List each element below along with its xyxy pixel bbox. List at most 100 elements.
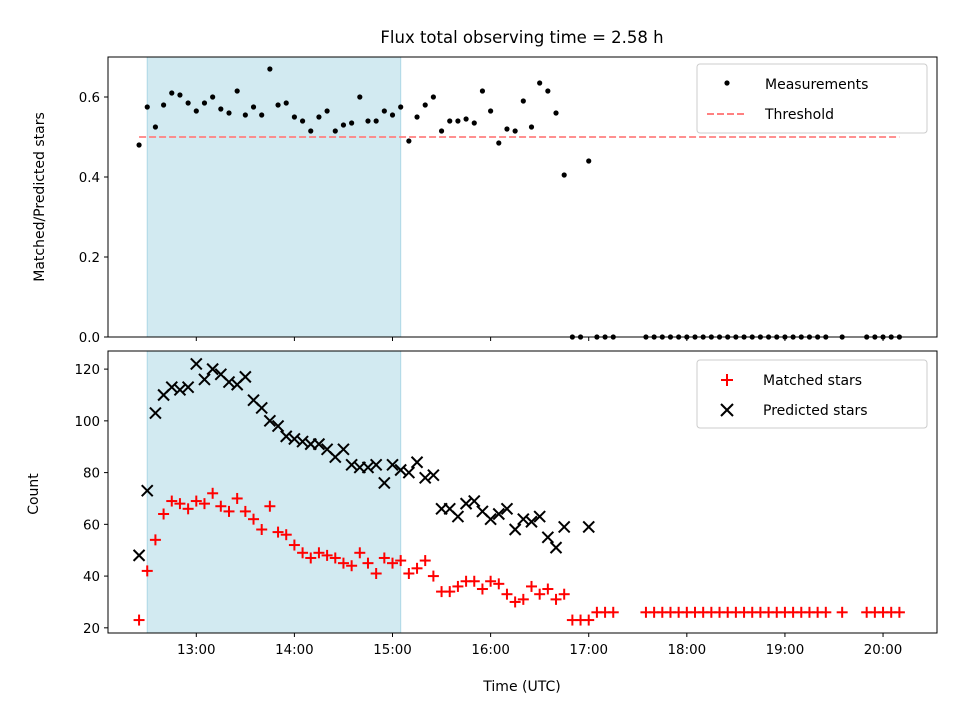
predicted-stars-point: [533, 510, 546, 523]
predicted-stars-point: [239, 370, 252, 384]
ratio-legend: Measurements Threshold: [696, 63, 928, 134]
matched-stars-point: [387, 557, 399, 569]
measurements-point: [193, 108, 199, 114]
predicted-stars-point: [173, 383, 187, 397]
ratio-y-tick-label: 0.2: [79, 251, 100, 266]
predicted-stars-point: [361, 461, 375, 474]
count-observing-span: [146, 350, 402, 634]
measurements-point: [291, 114, 298, 120]
matched-stars-point: [354, 547, 366, 559]
count-legend: Matched stars Predicted stars: [696, 359, 928, 429]
predicted-stars-point: [345, 458, 358, 472]
matched-stars-point: [337, 557, 349, 569]
count-x-tick-label: 18:00: [668, 643, 707, 658]
measurements-point: [447, 118, 453, 124]
legend-matched-marker: [721, 374, 733, 386]
matched-stars-point: [427, 570, 439, 582]
measurements-point: [177, 92, 183, 98]
count-y-tick-label: 20: [83, 622, 100, 637]
measurements-point: [373, 118, 379, 124]
predicted-stars-point: [378, 476, 391, 490]
matched-stars-point: [248, 513, 260, 525]
matched-stars-point: [476, 583, 488, 595]
predicted-stars-point: [525, 515, 538, 528]
count-panel: 20 40 60 80 100 120 13:00 14:00 15:00 16:00 17:00…: [26, 350, 938, 695]
measurements-point: [406, 138, 412, 144]
predicted-stars-point: [402, 466, 416, 479]
predicted-stars-point: [386, 458, 399, 472]
ratio-axes-frame: [107, 56, 938, 338]
matched-stars-point: [893, 606, 905, 618]
measurements-point: [488, 108, 494, 114]
legend-matched-label: Matched stars: [763, 373, 862, 389]
measurements-point: [185, 100, 191, 106]
matched-stars-point: [607, 606, 619, 618]
measurements-point: [152, 124, 159, 130]
predicted-stars-point: [141, 484, 154, 497]
count-x-tick-label: 13:00: [177, 643, 216, 658]
matched-stars-point: [158, 508, 170, 520]
measurements-point: [479, 88, 486, 94]
count-y-tick-label: 120: [74, 363, 100, 378]
matched-stars-point: [182, 503, 194, 515]
count-series-layer: [132, 357, 905, 626]
measurements-point: [349, 120, 355, 126]
measurements-point: [512, 128, 518, 134]
matched-stars-point: [452, 580, 464, 592]
count-x-tick-label: 15:00: [373, 643, 412, 658]
measurements-point: [537, 80, 543, 86]
measurements-point: [340, 122, 347, 128]
matched-stars-point: [378, 552, 390, 564]
predicted-stars-point: [541, 531, 555, 544]
predicted-stars-point: [312, 437, 326, 451]
predicted-stars-point: [394, 463, 407, 477]
matched-stars-point: [239, 505, 251, 517]
ratio-legend-box: [696, 63, 928, 134]
measurements-point: [414, 114, 420, 120]
measurements-point: [357, 94, 363, 100]
chart-title: Flux total observing time = 2.58 h: [380, 28, 663, 47]
predicted-stars-point: [263, 414, 277, 428]
count-y-axis-label: Count: [26, 473, 42, 515]
matched-stars-point: [509, 596, 521, 608]
predicted-stars-point: [206, 362, 219, 376]
matched-stars-point: [305, 552, 317, 564]
predicted-stars-point: [190, 357, 203, 371]
matched-stars-point: [583, 614, 595, 626]
predicted-stars-point: [280, 430, 293, 443]
predicted-stars-point: [271, 419, 285, 433]
matched-stars-point: [485, 575, 497, 587]
matched-stars-point: [534, 588, 546, 600]
matched-stars-point: [403, 567, 415, 579]
measurements-point: [210, 94, 216, 100]
matched-stars-point: [321, 549, 333, 561]
matched-stars-point: [313, 547, 325, 559]
ratio-y-tick-label: 0.0: [79, 331, 100, 346]
predicted-stars-point: [255, 401, 268, 415]
measurements-point: [250, 104, 257, 110]
predicted-stars-point: [198, 373, 211, 386]
count-x-tick-label: 19:00: [766, 643, 805, 658]
legend-measurements-label: Measurements: [765, 77, 868, 93]
matched-stars-point: [215, 500, 227, 512]
predicted-stars-point: [517, 512, 530, 526]
count-x-axis-label: Time (UTC): [482, 679, 560, 695]
matched-stars-point: [329, 552, 341, 564]
measurements-point: [201, 100, 208, 106]
predicted-stars-point: [508, 523, 522, 536]
measurements-point: [455, 118, 461, 124]
matched-stars-point: [395, 555, 407, 567]
measurements-point: [528, 124, 535, 130]
predicted-stars-point: [288, 432, 301, 446]
count-x-tick-label: 14:00: [275, 643, 314, 658]
ratio-series-layer: [136, 66, 902, 340]
count-y-tick-label: 60: [83, 518, 100, 533]
measurements-point: [144, 104, 150, 110]
measurements-point: [471, 120, 477, 126]
predicted-stars-point: [337, 443, 350, 456]
measurements-point: [438, 128, 445, 134]
measurements-point: [283, 100, 289, 106]
predicted-stars-point: [468, 494, 481, 508]
predicted-stars-point: [296, 435, 309, 448]
